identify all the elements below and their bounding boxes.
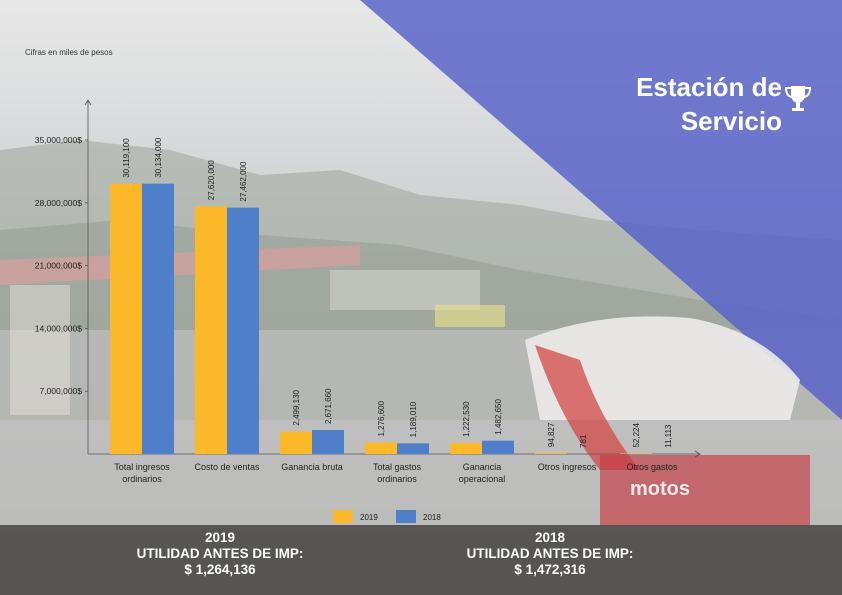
legend-swatch-2018: [396, 510, 416, 523]
data-label: 30,119,100: [122, 138, 131, 178]
summary-2019-year: 2019: [204, 530, 236, 545]
y-tick-label: 21,000,000$: [35, 261, 83, 271]
category-label: Costo de ventas: [194, 462, 260, 472]
bar-2018: [397, 443, 429, 454]
category-label: ordinarios: [122, 474, 162, 484]
summary-2019: 2019 UTILIDAD ANTES DE IMP: $ 1,264,136: [120, 530, 320, 578]
summary-bar: [0, 525, 842, 595]
category-label: Ganancia: [463, 462, 502, 472]
x-axis-arrow: [694, 450, 701, 458]
bar-2019: [365, 442, 397, 454]
category-label: operacional: [459, 474, 506, 484]
data-label: 1,276,600: [377, 400, 386, 436]
category-label: Otros gastos: [626, 462, 678, 472]
y-axis-arrow: [84, 99, 92, 106]
data-label: 52,224: [632, 423, 641, 448]
summary-2019-value: $ 1,264,136: [184, 562, 256, 577]
bar-2018: [312, 430, 344, 454]
section-title: Estación de Servicio: [582, 70, 782, 138]
bar-2018: [482, 440, 514, 454]
summary-2018-label: UTILIDAD ANTES DE IMP:: [466, 546, 634, 561]
summary-2018-year: 2018: [534, 530, 566, 545]
summary-2018-value: $ 1,472,316: [514, 562, 586, 577]
data-label: 1,482,650: [494, 399, 503, 435]
category-label: Total ingresos: [114, 462, 170, 472]
legend-label: 2018: [423, 513, 441, 522]
summary-2018: 2018 UTILIDAD ANTES DE IMP: $ 1,472,316: [450, 530, 650, 578]
category-label: Otros ingresos: [538, 462, 597, 472]
data-label: 781: [579, 434, 588, 448]
category-label: Total gastos: [373, 462, 422, 472]
bar-2018: [142, 183, 174, 454]
bar-2018: [227, 207, 259, 454]
data-label: 1,189,010: [409, 401, 418, 437]
y-tick-label: 35,000,000$: [35, 135, 83, 145]
bar-2019: [535, 453, 567, 454]
data-label: 30,134,000: [154, 137, 163, 178]
bar-2019: [450, 443, 482, 454]
data-label: 27,462,000: [239, 161, 248, 202]
title-line-2: Servicio: [680, 106, 782, 136]
y-tick-label: 28,000,000$: [35, 198, 83, 208]
data-label: 27,620,000: [207, 160, 216, 201]
y-tick-label: 7,000,000$: [39, 386, 82, 396]
data-label: 11,113: [664, 424, 673, 448]
data-label: 2,499,130: [292, 389, 301, 425]
data-label: 94,827: [547, 422, 556, 447]
bar-2019: [110, 183, 142, 455]
legend-label: 2019: [360, 513, 378, 522]
motos-sign: motos: [630, 478, 690, 500]
trophy-icon: [785, 86, 811, 111]
bar-2019: [195, 206, 227, 454]
bar-2019: [280, 431, 312, 454]
unit-note: Cifras en miles de pesos: [25, 48, 113, 57]
category-label: ordinarios: [377, 474, 417, 484]
summary-2019-label: UTILIDAD ANTES DE IMP:: [136, 546, 304, 561]
title-line-1: Estación de: [636, 72, 782, 102]
data-label: 1,222,530: [462, 401, 471, 437]
legend-swatch-2019: [333, 510, 353, 523]
title-panel: [360, 0, 842, 420]
data-label: 2,671,660: [324, 388, 333, 424]
category-label: Ganancia bruta: [281, 462, 343, 472]
y-tick-label: 14,000,000$: [35, 323, 83, 333]
